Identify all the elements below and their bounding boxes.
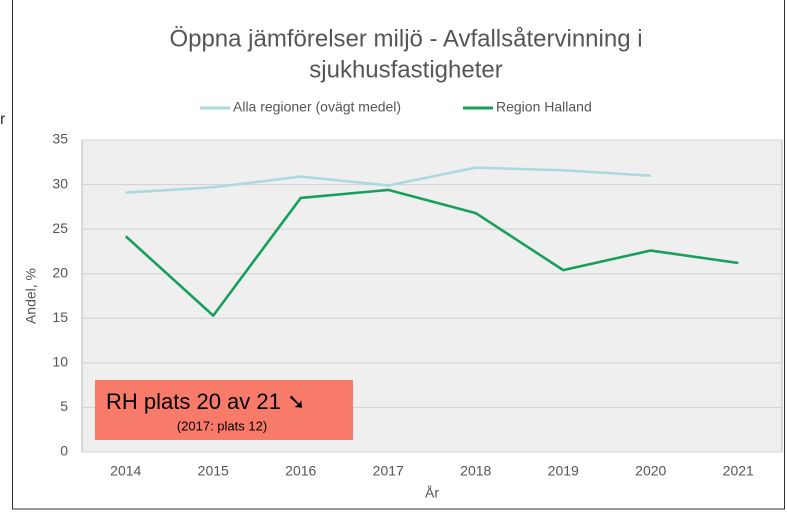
y-tick-label: 5 — [60, 398, 68, 414]
series-line — [124, 188, 739, 317]
y-tick-label: 20 — [52, 264, 68, 280]
legend-label: Alla regioner (ovägt medel) — [233, 99, 401, 115]
y-tick-label: 15 — [52, 309, 68, 325]
x-tick-label: 2014 — [110, 463, 141, 479]
x-tick-label: 2021 — [723, 463, 754, 479]
y-tick-label: 25 — [52, 220, 68, 236]
x-tick-label: 2019 — [548, 463, 579, 479]
y-tick-label: 30 — [52, 175, 68, 191]
y-axis-label: Andel, % — [23, 268, 39, 324]
fragment: r — [0, 111, 6, 128]
x-tick-label: 2020 — [635, 463, 666, 479]
chart-title: Öppna jämförelser miljö - Avfallsåtervin… — [169, 25, 642, 52]
x-tick-label: 2015 — [198, 463, 229, 479]
annotation-subtext: (2017: plats 12) — [177, 418, 267, 433]
y-tick-label: 35 — [52, 131, 68, 147]
x-tick-label: 2016 — [285, 463, 316, 479]
annotation-box — [95, 380, 353, 440]
y-tick-label: 0 — [60, 443, 68, 459]
x-tick-label: 2018 — [460, 463, 491, 479]
annotation-text: RH plats 20 av 21 ➘ — [106, 389, 305, 414]
legend-label: Region Halland — [496, 99, 592, 115]
series-line — [125, 166, 651, 194]
y-tick-label: 10 — [52, 354, 68, 370]
x-tick-label: 2017 — [373, 463, 404, 479]
chart-title: sjukhusfastigheter — [309, 56, 502, 83]
x-axis-label: År — [425, 485, 439, 501]
